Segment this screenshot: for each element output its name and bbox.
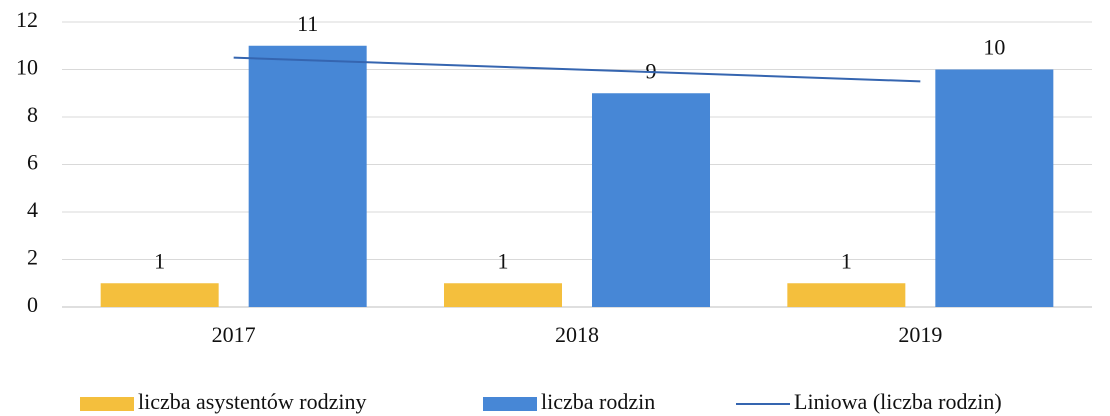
y-tick-label: 2: [27, 245, 38, 270]
y-tick-label: 6: [27, 150, 38, 175]
bar: [787, 283, 906, 307]
bar: [592, 93, 710, 307]
legend-label: liczba asystentów rodziny: [138, 389, 367, 414]
data-label: 1: [154, 248, 165, 273]
legend-swatch: [483, 397, 537, 411]
data-label: 10: [983, 35, 1005, 60]
x-tick-label: 2017: [212, 322, 256, 347]
x-tick-label: 2019: [898, 322, 942, 347]
y-tick-label: 0: [27, 292, 38, 317]
legend-swatch: [80, 397, 134, 411]
x-tick-label: 2018: [555, 322, 599, 347]
y-tick-label: 10: [16, 55, 38, 80]
data-label: 1: [498, 248, 509, 273]
legend-label: liczba rodzin: [541, 389, 655, 414]
bar: [248, 45, 367, 307]
data-label: 9: [646, 58, 657, 83]
y-tick-label: 8: [27, 102, 38, 127]
bar: [100, 283, 219, 307]
trend-line: [233, 56, 921, 83]
data-label: 1: [841, 248, 852, 273]
bar: [935, 69, 1054, 307]
bar: [444, 283, 562, 307]
data-label: 11: [297, 11, 318, 36]
y-tick-label: 4: [27, 197, 38, 222]
y-tick-label: 12: [16, 7, 38, 32]
legend-label: Liniowa (liczba rodzin): [794, 389, 1002, 414]
